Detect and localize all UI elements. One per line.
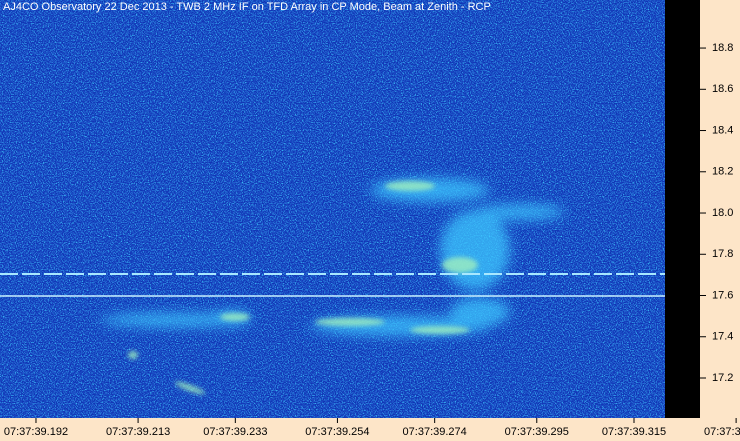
y-tick-label: 18.6 (712, 83, 733, 95)
y-tick-label: 17.8 (712, 248, 733, 260)
y-tick-label: 17.4 (712, 331, 733, 343)
x-tick-label: 07:37:39.213 (106, 426, 170, 438)
black-strip (665, 0, 700, 418)
x-tick-label: 07:37:39.274 (403, 426, 467, 438)
y-tick-label: 18.0 (712, 207, 733, 219)
y-tick-label: 18.2 (712, 166, 733, 178)
x-tick-label: 07:37:39.233 (203, 426, 267, 438)
x-tick-label: 07:37:39.254 (305, 426, 369, 438)
noise (0, 0, 665, 418)
y-tick-label: 17.6 (712, 289, 733, 301)
x-tick-label: 07:37:39.336 (704, 426, 740, 438)
echo-core (128, 181, 478, 395)
spectrogram: AJ4CO Observatory 22 Dec 2013 - TWB 2 MH… (0, 0, 665, 418)
y-tick-label: 18.4 (712, 124, 733, 136)
x-tick-label: 07:37:39.295 (505, 426, 569, 438)
x-tick-label: 07:37:39.315 (602, 426, 666, 438)
y-tick-label: 17.2 (712, 372, 733, 384)
y-tick-label: 18.8 (712, 42, 733, 54)
chart-title: AJ4CO Observatory 22 Dec 2013 - TWB 2 MH… (3, 1, 491, 13)
x-tick-label: 07:37:39.192 (4, 426, 68, 438)
